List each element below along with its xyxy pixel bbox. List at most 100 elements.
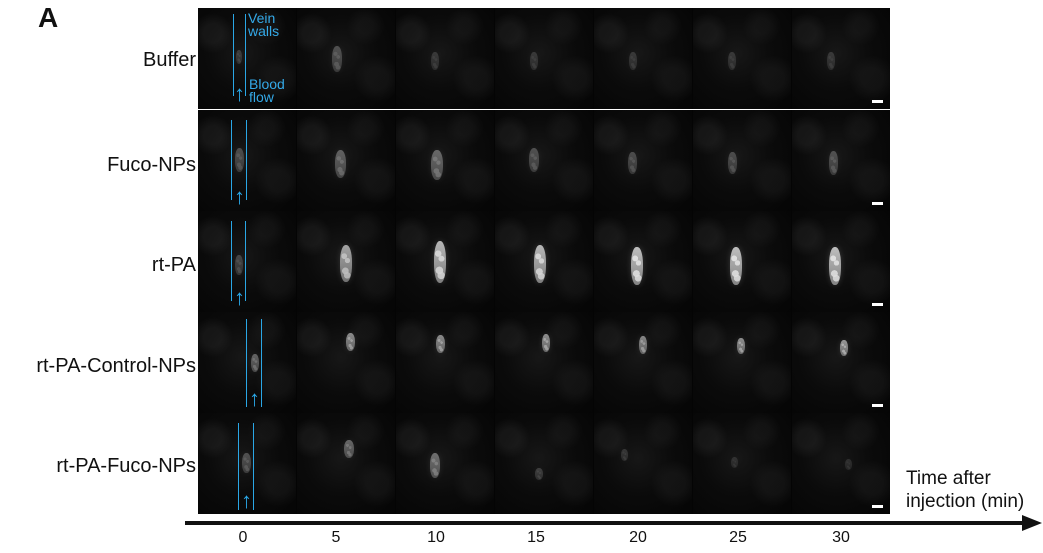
vein-wall-right-buffer bbox=[245, 14, 246, 96]
image-tile-fuco-nps-25 bbox=[693, 110, 791, 211]
blood-flow-arrow-icon-rtpa-fuco: ↑ bbox=[241, 488, 252, 513]
image-tile-fuco-nps-15 bbox=[495, 110, 593, 211]
image-tile-rt-pa-30 bbox=[792, 211, 890, 312]
scale-bar-fuco bbox=[872, 202, 883, 205]
image-row-rt-pa-fuco-nps: ↑ bbox=[198, 413, 890, 514]
image-tile-rt-pa-20 bbox=[594, 211, 692, 312]
clot-buffer-30 bbox=[827, 52, 835, 70]
clot-fuco-5 bbox=[335, 150, 346, 178]
image-tile-fuco-nps-0: ↑ bbox=[198, 110, 296, 211]
clot-rtpa-5 bbox=[340, 245, 352, 282]
image-tile-buffer-30 bbox=[792, 8, 890, 109]
clot-fuco-30 bbox=[829, 151, 838, 175]
clot-fuco-20 bbox=[628, 152, 637, 174]
clot-buffer-15 bbox=[530, 52, 538, 70]
row-label-fuco-nps: Fuco-NPs bbox=[107, 154, 196, 176]
vein-wall-right-rtpa bbox=[245, 221, 246, 301]
clot-rtpa-fuco-25 bbox=[731, 457, 738, 468]
row-label-rt-pa: rt-PA bbox=[151, 254, 196, 276]
image-tile-rt-pa-fuco-nps-25 bbox=[693, 413, 791, 514]
clot-rtpa-25 bbox=[730, 247, 742, 285]
blood-flow-arrow-icon-rtpa: ↑ bbox=[234, 285, 245, 310]
blood-flow-label: Blood flow bbox=[249, 76, 285, 106]
image-row-buffer: ↑ Vein walls Blood flow bbox=[198, 8, 890, 109]
scale-bar-rtpa bbox=[872, 303, 883, 306]
clot-buffer-25 bbox=[728, 52, 736, 70]
image-tile-buffer-5 bbox=[297, 8, 395, 109]
image-tile-rt-pa-control-nps-20 bbox=[594, 312, 692, 413]
blood-flow-arrow-icon-control: ↑ bbox=[249, 386, 260, 411]
image-tile-rt-pa-10 bbox=[396, 211, 494, 312]
scale-bar-control bbox=[872, 404, 883, 407]
clot-buffer-10 bbox=[431, 52, 439, 70]
row-label-rt-pa-control-nps: rt-PA-Control-NPs bbox=[36, 355, 196, 377]
clot-rtpa-fuco-5 bbox=[344, 440, 354, 458]
row-label-buffer: Buffer bbox=[143, 49, 196, 71]
image-tile-rt-pa-25 bbox=[693, 211, 791, 312]
image-tile-fuco-nps-30 bbox=[792, 110, 890, 211]
image-tile-buffer-0: ↑ Vein walls Blood flow bbox=[198, 8, 296, 109]
image-tile-rt-pa-fuco-nps-30 bbox=[792, 413, 890, 514]
vein-walls-label: Vein walls bbox=[248, 10, 280, 40]
image-tile-rt-pa-15 bbox=[495, 211, 593, 312]
clot-control-0 bbox=[251, 354, 259, 372]
clot-buffer-0 bbox=[236, 50, 242, 64]
clot-rtpa-fuco-30 bbox=[845, 459, 852, 470]
image-tile-fuco-nps-10 bbox=[396, 110, 494, 211]
image-tile-rt-pa-control-nps-0: ↑ bbox=[198, 312, 296, 413]
image-tile-rt-pa-fuco-nps-15 bbox=[495, 413, 593, 514]
scale-bar-buffer bbox=[872, 100, 883, 103]
image-tile-rt-pa-fuco-nps-20 bbox=[594, 413, 692, 514]
clot-control-5 bbox=[346, 333, 355, 351]
image-row-rt-pa: ↑ bbox=[198, 211, 890, 312]
image-tile-rt-pa-fuco-nps-10 bbox=[396, 413, 494, 514]
vein-wall-left-rtpa-fuco bbox=[238, 423, 239, 510]
clot-fuco-0 bbox=[235, 148, 244, 172]
image-tile-rt-pa-control-nps-30 bbox=[792, 312, 890, 413]
image-row-fuco-nps: ↑ bbox=[198, 110, 890, 211]
scale-bar-rtpa-fuco bbox=[872, 505, 883, 508]
clot-control-30 bbox=[840, 340, 848, 356]
clot-control-15 bbox=[542, 334, 550, 352]
time-tick-10: 10 bbox=[427, 529, 445, 546]
vein-wall-right-fuco bbox=[246, 120, 247, 200]
time-tick-0: 0 bbox=[238, 529, 248, 546]
image-tile-buffer-20 bbox=[594, 8, 692, 109]
vein-wall-left-buffer bbox=[233, 14, 234, 96]
time-tick-15: 15 bbox=[527, 529, 545, 546]
image-tile-buffer-15 bbox=[495, 8, 593, 109]
time-tick-25: 25 bbox=[729, 529, 747, 546]
blood-flow-arrow-icon-fuco: ↑ bbox=[234, 184, 245, 209]
image-tile-rt-pa-0: ↑ bbox=[198, 211, 296, 312]
vein-wall-right-control bbox=[261, 319, 262, 407]
time-tick-5: 5 bbox=[331, 529, 341, 546]
clot-rtpa-fuco-15 bbox=[535, 468, 543, 480]
row-label-rt-pa-fuco-nps: rt-PA-Fuco-NPs bbox=[56, 455, 196, 477]
clot-rtpa-30 bbox=[829, 247, 841, 285]
image-tile-rt-pa-control-nps-15 bbox=[495, 312, 593, 413]
clot-control-10 bbox=[436, 335, 445, 353]
time-axis-label: Time after injection (min) bbox=[906, 468, 1025, 512]
clot-fuco-15 bbox=[529, 148, 539, 172]
vein-wall-left-control bbox=[246, 319, 247, 407]
image-tile-rt-pa-5 bbox=[297, 211, 395, 312]
panel-label: A bbox=[38, 2, 59, 33]
image-row-rt-pa-control-nps: ↑ bbox=[198, 312, 890, 413]
time-tick-20: 20 bbox=[629, 529, 647, 546]
time-tick-30: 30 bbox=[832, 529, 850, 546]
clot-rtpa-15 bbox=[534, 245, 546, 283]
image-tile-rt-pa-fuco-nps-0: ↑ bbox=[198, 413, 296, 514]
clot-rtpa-10 bbox=[434, 241, 446, 283]
image-tile-rt-pa-fuco-nps-5 bbox=[297, 413, 395, 514]
image-tile-fuco-nps-5 bbox=[297, 110, 395, 211]
vein-wall-left-rtpa bbox=[231, 221, 232, 301]
time-axis-arrow-icon bbox=[1022, 515, 1042, 531]
clot-buffer-20 bbox=[629, 52, 637, 70]
clot-fuco-25 bbox=[728, 152, 737, 174]
vein-wall-right-rtpa-fuco bbox=[253, 423, 254, 510]
clot-control-20 bbox=[639, 336, 647, 354]
clot-rtpa-20 bbox=[631, 247, 643, 285]
clot-rtpa-0 bbox=[235, 255, 243, 275]
clot-control-25 bbox=[737, 338, 745, 354]
clot-rtpa-fuco-20 bbox=[621, 449, 628, 461]
